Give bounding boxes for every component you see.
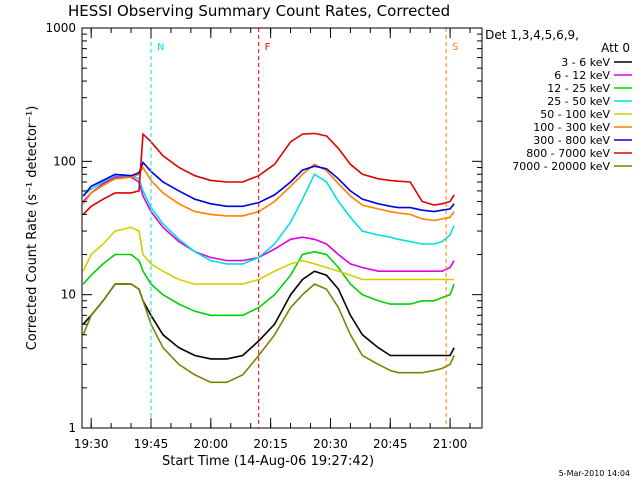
series-line-5 bbox=[82, 226, 455, 285]
legend-label-5: 50 - 100 keV bbox=[540, 108, 610, 121]
series-line-1 bbox=[82, 270, 455, 360]
x-axis-label: Start Time (14-Aug-06 19:27:42) bbox=[162, 454, 374, 469]
legend-label-4: 25 - 50 keV bbox=[547, 95, 610, 108]
x-tick-label-6: 20:45 bbox=[373, 437, 408, 451]
footer-date: 5-Mar-2010 14:04 bbox=[559, 469, 630, 478]
legend-label-2: 6 - 12 keV bbox=[554, 69, 610, 82]
legend-label-9: 7000 - 20000 keV bbox=[512, 160, 610, 173]
legend-label-8: 800 - 7000 keV bbox=[526, 147, 610, 160]
x-tick-label-3: 20:00 bbox=[194, 437, 229, 451]
y-tick-label-3: 100 bbox=[53, 154, 76, 168]
series-layer bbox=[82, 132, 455, 384]
chart-title: HESSI Observing Summary Count Rates, Cor… bbox=[68, 2, 450, 20]
x-tick-label-1: 19:30 bbox=[74, 437, 109, 451]
annotation-label-3: S bbox=[452, 42, 458, 53]
series-line-3 bbox=[82, 250, 455, 317]
legend-label-7: 300 - 800 keV bbox=[533, 134, 610, 147]
plot-frame bbox=[81, 27, 483, 429]
x-tick-label-5: 20:30 bbox=[313, 437, 348, 451]
x-tick-label-7: 21:00 bbox=[433, 437, 468, 451]
ticks-layer: 1 10 100 1000 19:30 19:45 20:00 20:15 20:30 20:45… bbox=[45, 21, 482, 451]
annotation-label-2: F bbox=[265, 42, 271, 53]
y-tick-label-2: 10 bbox=[61, 288, 76, 302]
series-line-9 bbox=[82, 283, 455, 384]
legend-label-3: 12 - 25 keV bbox=[547, 82, 610, 95]
legend-label-6: 100 - 300 keV bbox=[533, 121, 610, 134]
legend-label-1: 3 - 6 keV bbox=[561, 56, 610, 69]
x-tick-label-2: 19:45 bbox=[134, 437, 169, 451]
x-tick-label-4: 20:15 bbox=[253, 437, 288, 451]
y-axis-label: Corrected Count Rate (s⁻¹ detector⁻¹) bbox=[25, 106, 40, 351]
y-tick-label-4: 1000 bbox=[45, 21, 76, 35]
annotation-label-1: N bbox=[157, 42, 164, 53]
legend-header-2: Att 0 bbox=[601, 41, 630, 55]
y-tick-label-1: 1 bbox=[68, 421, 76, 435]
series-line-8 bbox=[82, 132, 455, 215]
legend-header-1: Det 1,3,4,5,6,9, bbox=[485, 28, 579, 42]
